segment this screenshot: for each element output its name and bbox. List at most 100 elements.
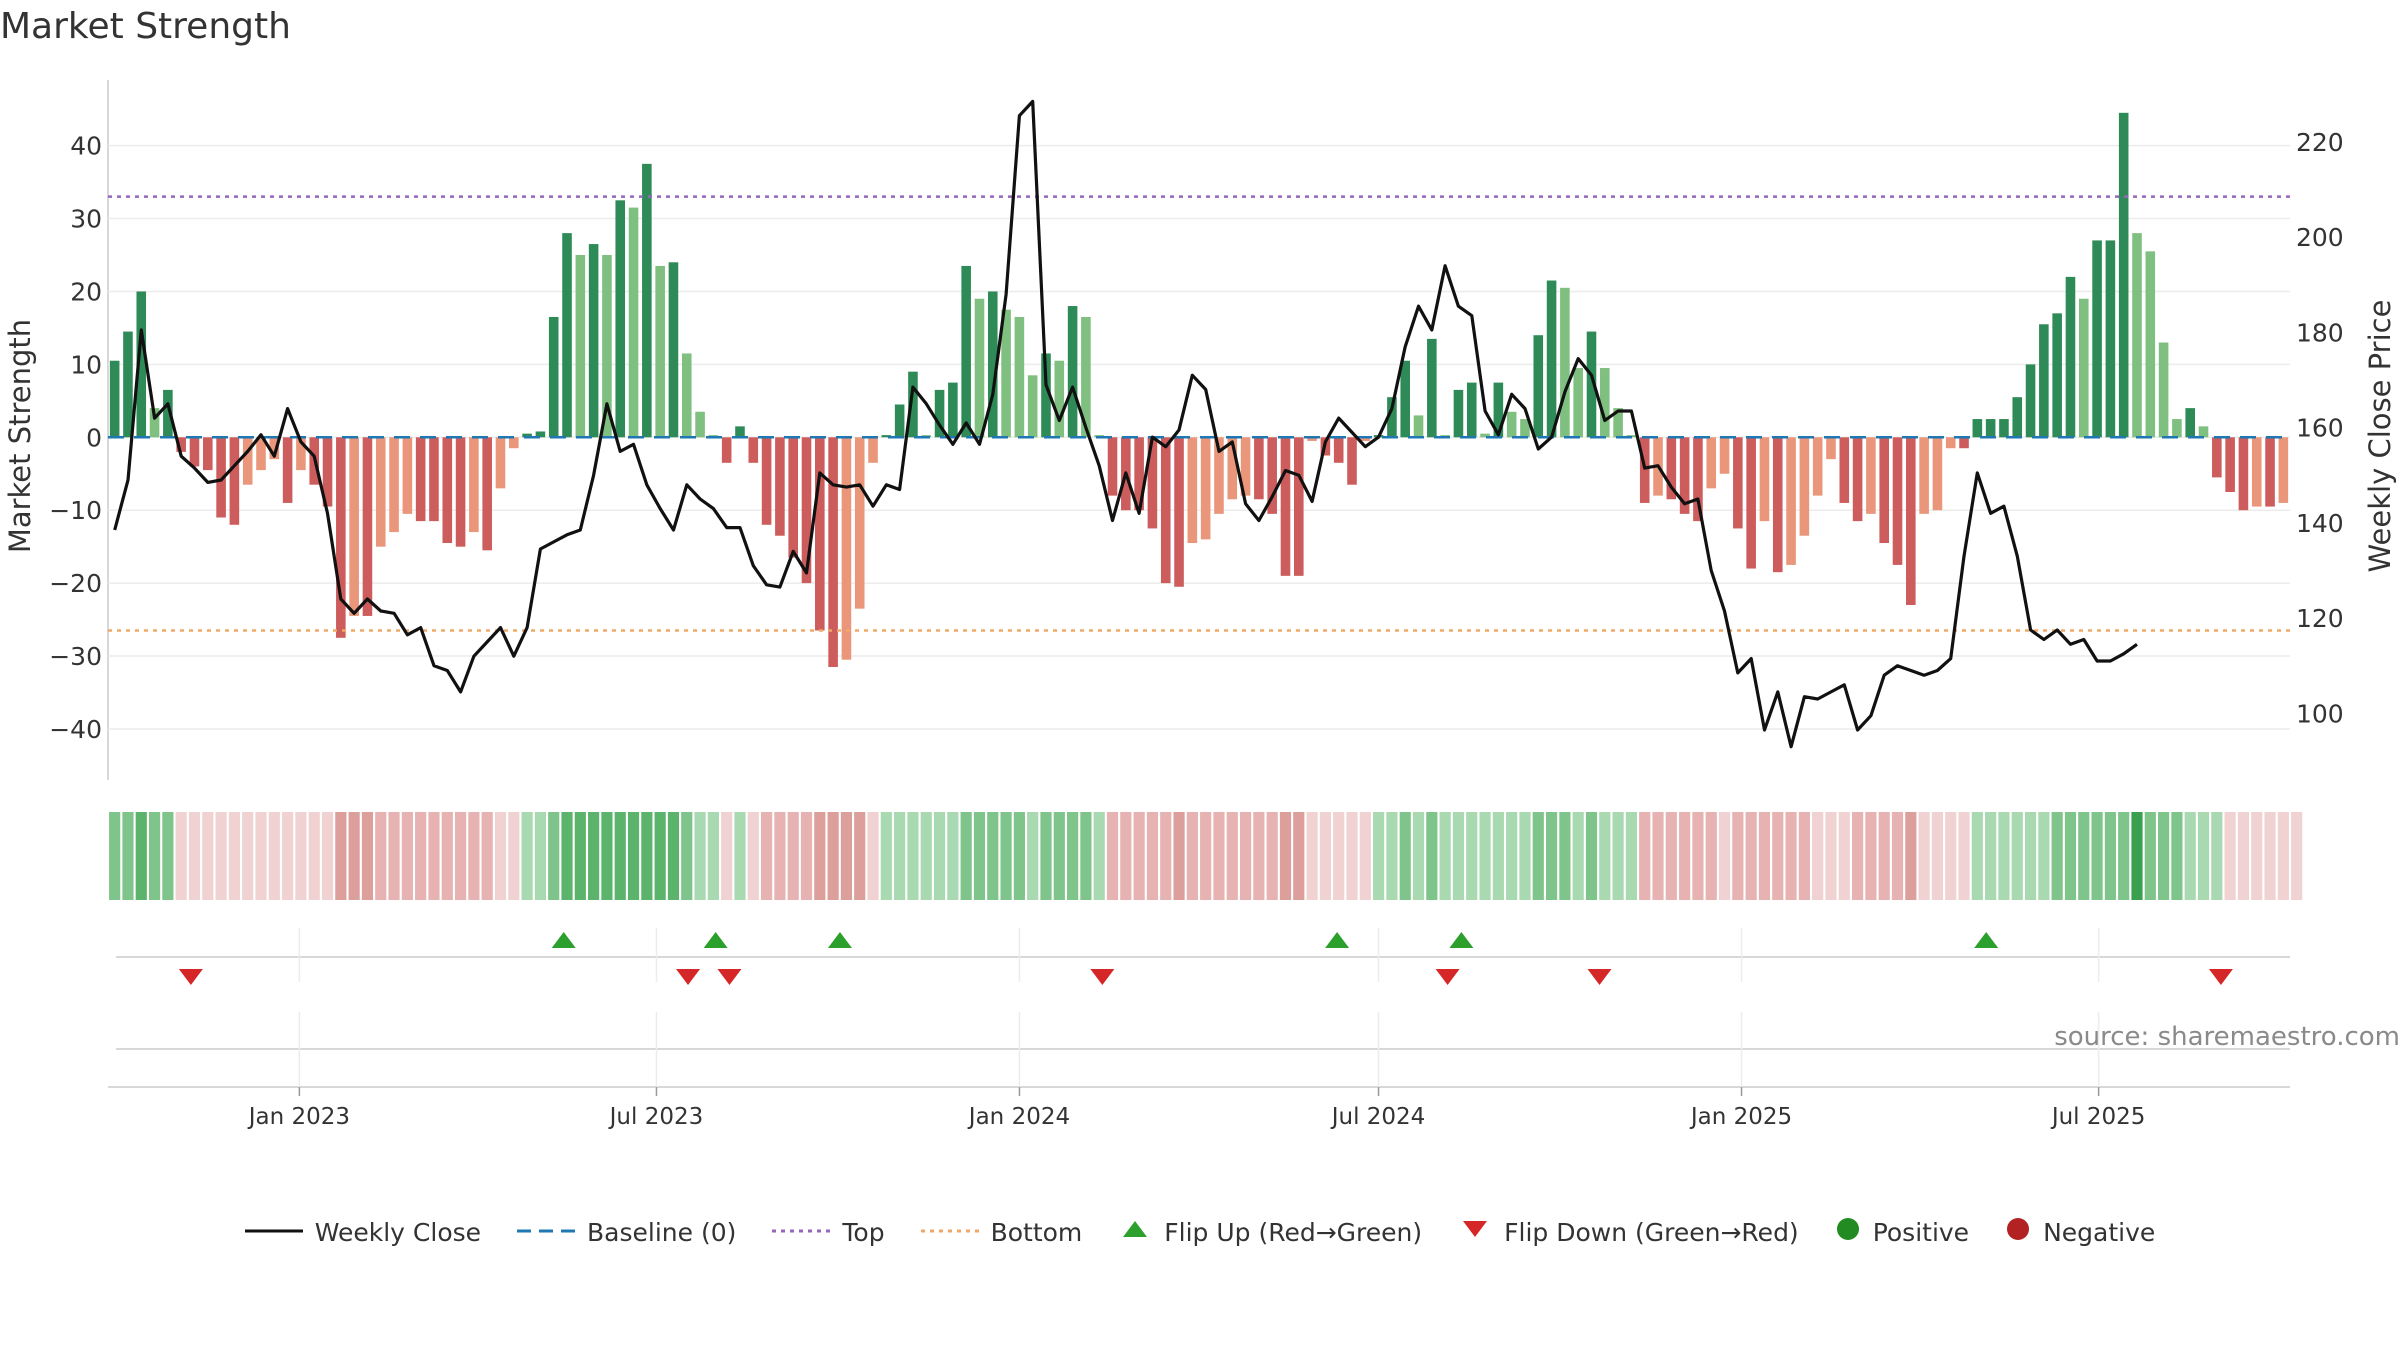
strength-strip-cell [1679, 812, 1691, 900]
strength-strip-cell [468, 812, 480, 900]
strength-strip-cell [2211, 812, 2223, 900]
strength-strip-cell [1226, 812, 1238, 900]
strength-bar [961, 265, 971, 438]
strength-strip-cell [681, 812, 693, 900]
strength-strip-cell [933, 812, 946, 900]
strength-bar [628, 207, 639, 438]
strength-strip-cell [1053, 812, 1065, 900]
strength-strip-cell [1306, 812, 1318, 900]
strength-bar [1293, 437, 1304, 576]
strength-bar [2078, 298, 2089, 438]
strength-strip-cell [2104, 812, 2116, 900]
strength-bar [2012, 397, 2023, 438]
strength-strip-cell [2078, 812, 2090, 900]
strength-bar [1081, 316, 1091, 438]
x-tick-label: Jul 2025 [2050, 1104, 2146, 1130]
flip-down-marker [1587, 969, 1612, 985]
strength-bar [1067, 306, 1078, 438]
legend-item: Top [772, 1218, 885, 1247]
x-tick-label: Jan 2023 [247, 1104, 350, 1130]
strength-strip-cell [2184, 812, 2196, 900]
strength-strip-cell [1253, 812, 1265, 900]
legend-label: Flip Down (Green→Red) [1504, 1217, 1799, 1247]
strength-bar [1746, 437, 1756, 569]
strength-bar [2185, 408, 2196, 438]
chart-title: Market Strength [0, 6, 291, 47]
strength-bar [2172, 419, 2182, 438]
y2-tick-label: 160 [2296, 414, 2344, 443]
strength-strip-cell [1945, 812, 1957, 900]
strength-bar [2251, 437, 2262, 507]
strength-bar [322, 437, 333, 507]
strength-strip-cell [2024, 812, 2037, 900]
strength-strip-cell [494, 812, 507, 900]
strength-strip-cell [2091, 812, 2103, 900]
legend-swatch-icon [1835, 1216, 1861, 1248]
strength-bar [1387, 397, 1397, 438]
weekly-close-line [113, 99, 2138, 749]
strength-strip-cell [561, 812, 573, 900]
strength-bar [336, 437, 346, 638]
strength-bar [1679, 437, 1690, 514]
strength-strip-cell [1692, 812, 1704, 900]
strength-strip-cell [268, 812, 280, 900]
strength-strip-cell [2051, 812, 2063, 900]
strength-strip-cell [109, 812, 121, 900]
strength-bar [548, 316, 559, 438]
strength-strip-cell [1213, 812, 1225, 900]
strength-strip-cell [1865, 812, 1877, 900]
strength-strip-cell [894, 812, 906, 900]
strength-bar [721, 437, 732, 463]
legend-swatch-icon [1118, 1217, 1152, 1247]
legend-label: Positive [1872, 1217, 1970, 1247]
strength-strip-cell [800, 812, 813, 900]
strength-bar [1693, 437, 1703, 522]
strength-strip-cell [282, 812, 294, 900]
strength-strip-cell [1931, 812, 1944, 900]
strength-bar [229, 437, 240, 525]
strength-strip-cell [947, 812, 959, 900]
flip-down-marker [178, 969, 203, 985]
strength-bar [868, 437, 878, 463]
strength-bar [775, 437, 785, 536]
strength-bar [2118, 112, 2129, 438]
strength-strip-cell [1971, 812, 1983, 900]
strength-bar [389, 437, 399, 533]
strength-strip-cell [1878, 812, 1890, 900]
strength-strip-cell [1506, 812, 1518, 900]
strength-bar [2198, 426, 2209, 438]
strength-strip-cell [428, 812, 440, 900]
y-tick-label: −30 [49, 642, 102, 671]
strength-strip-cell [641, 812, 653, 900]
strength-strip-cell [1146, 812, 1159, 900]
strength-bar [2212, 437, 2222, 478]
strength-strip-cell [388, 812, 400, 900]
strength-bar [1227, 437, 1238, 500]
legend-swatch-icon [244, 1218, 303, 1247]
strength-strip-cell [1745, 812, 1757, 900]
strength-strip-cell [1080, 812, 1092, 900]
strength-bar [1506, 411, 1517, 438]
y-tick-label: 40 [70, 132, 102, 161]
strength-strip-cell [2224, 812, 2236, 900]
strength-bar [375, 437, 386, 547]
strength-bar [535, 431, 546, 438]
strength-bar [1160, 437, 1171, 584]
strength-bar [1520, 419, 1530, 438]
strength-bar [482, 437, 492, 551]
strength-strip-cell [1373, 812, 1385, 900]
strength-bar [1427, 338, 1437, 438]
strength-strip-cell [1040, 812, 1052, 900]
y2-tick-label: 100 [2296, 699, 2344, 728]
strength-bar [1533, 335, 1544, 438]
strength-strip-cell [1519, 812, 1531, 900]
strength-strip-cell [774, 812, 786, 900]
strength-strip-cell [1652, 812, 1664, 900]
strength-bar [1666, 437, 1677, 500]
strength-bar [495, 437, 506, 489]
strength-strip-cell [548, 812, 560, 900]
strength-strip-cell [588, 812, 600, 900]
strength-bar [562, 233, 572, 438]
strength-strip-cell [1426, 812, 1438, 900]
